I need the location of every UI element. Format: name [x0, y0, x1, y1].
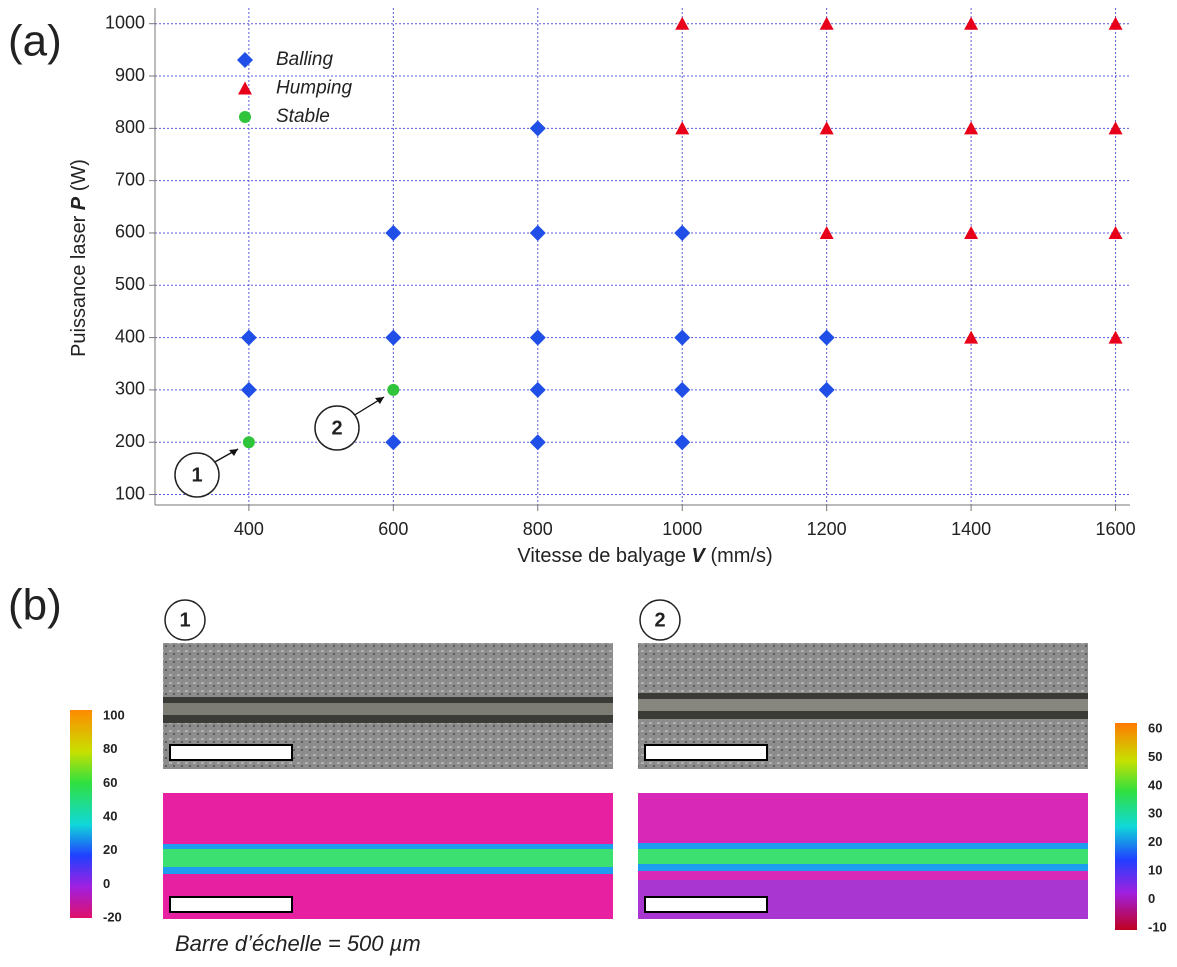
colorbar-tick-label: 20	[103, 842, 117, 857]
x-tick-label: 1400	[951, 519, 991, 539]
point	[529, 224, 546, 241]
y-tick-label: 200	[115, 431, 145, 451]
y-tick-label: 400	[115, 326, 145, 346]
axis-label: Vitesse de balyage V (mm/s)	[517, 545, 772, 567]
point	[819, 121, 834, 135]
legend-marker	[238, 81, 252, 95]
x-tick-label: 1600	[1096, 519, 1136, 539]
point	[964, 121, 979, 135]
annotation-arrowhead	[229, 449, 238, 456]
colorbar	[1115, 723, 1137, 930]
point	[674, 381, 691, 398]
point	[675, 16, 690, 30]
x-tick-label: 800	[523, 519, 553, 539]
point	[1108, 225, 1123, 239]
annotation-circle	[174, 452, 220, 498]
point	[385, 434, 402, 451]
point	[674, 224, 691, 241]
colorbar-tick-label: -10	[1148, 919, 1167, 934]
micrograph-label: 2	[654, 609, 665, 631]
colorbar-tick-label: 20	[1148, 834, 1162, 849]
point	[964, 225, 979, 239]
colorbar-tick-label: 40	[103, 808, 117, 823]
legend-label: Balling	[276, 49, 333, 70]
colorbar-tick-label: 10	[1148, 863, 1162, 878]
point	[964, 330, 979, 344]
axis-label-part: (mm/s)	[705, 545, 773, 567]
axis-label-part: (W)	[68, 159, 90, 197]
panel-label: (a)	[8, 17, 62, 66]
legend-marker	[239, 111, 251, 123]
colorbar-tick-label: 0	[103, 876, 110, 891]
colorbar-tick-label: 60	[103, 775, 117, 790]
legend-marker	[237, 52, 253, 68]
colorbar-tick-label: 100	[103, 707, 125, 722]
legend-label: Humping	[276, 78, 352, 99]
x-tick-label: 400	[234, 519, 264, 539]
annotation: 1	[191, 464, 202, 486]
y-tick-label: 100	[115, 483, 145, 503]
point	[529, 120, 546, 137]
panel-label: (b)	[8, 581, 62, 630]
point	[675, 121, 690, 135]
colorbar-tick-label: 80	[103, 741, 117, 756]
point	[674, 434, 691, 451]
x-tick-label: 600	[378, 519, 408, 539]
axis-label-part: P	[68, 196, 90, 210]
point	[385, 224, 402, 241]
annotation: 2	[331, 417, 342, 439]
point	[818, 381, 835, 398]
micrograph-2: 2	[638, 599, 1088, 919]
point	[529, 434, 546, 451]
point	[1108, 121, 1123, 135]
annotation-circle	[314, 405, 360, 451]
y-tick-label: 500	[115, 274, 145, 294]
y-tick-label: 700	[115, 169, 145, 189]
colorbar-tick-label: 30	[1148, 806, 1162, 821]
point	[242, 436, 255, 449]
y-tick-label: 900	[115, 65, 145, 85]
point	[529, 329, 546, 346]
colorbar-tick-label: 50	[1148, 749, 1162, 764]
point	[819, 16, 834, 30]
x-tick-label: 1000	[662, 519, 702, 539]
point	[1108, 330, 1123, 344]
colorbar-tick-label: 0	[1148, 891, 1155, 906]
axis-label-part: V	[692, 545, 707, 567]
point	[385, 329, 402, 346]
y-tick-label: 600	[115, 222, 145, 242]
point	[387, 383, 400, 396]
colorbar-tick-label: 40	[1148, 777, 1162, 792]
annotation-arrowhead	[375, 397, 384, 404]
colorbar	[70, 710, 92, 918]
point	[1108, 16, 1123, 30]
colorbar-tick-label: -20	[103, 909, 122, 924]
micrograph-label: 1	[179, 609, 190, 631]
micrograph-1: 1	[163, 599, 613, 919]
point	[240, 381, 257, 398]
axis-label-part: Vitesse de balyage	[517, 545, 691, 567]
legend-label: Stable	[276, 106, 330, 127]
point	[819, 225, 834, 239]
point	[674, 329, 691, 346]
point	[964, 16, 979, 30]
axis-label-part: Puissance laser	[68, 210, 90, 357]
y-tick-label: 1000	[105, 12, 145, 32]
axis-label: Puissance laser P (W)	[68, 159, 90, 357]
y-tick-label: 800	[115, 117, 145, 137]
point	[818, 329, 835, 346]
x-tick-label: 1200	[807, 519, 847, 539]
y-tick-label: 300	[115, 379, 145, 399]
point	[529, 381, 546, 398]
colorbar-tick-label: 60	[1148, 720, 1162, 735]
point	[240, 329, 257, 346]
caption: Barre d’échelle = 500 µm	[175, 931, 421, 956]
